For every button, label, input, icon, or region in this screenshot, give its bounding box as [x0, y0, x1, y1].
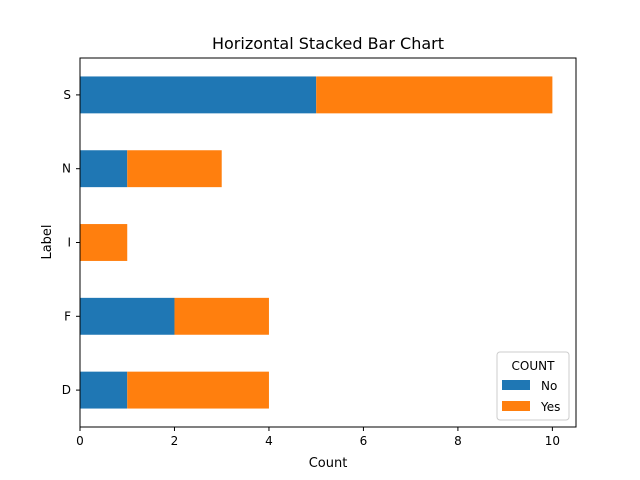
- bars-layer: [80, 76, 553, 409]
- y-tick-label-F: F: [64, 309, 71, 323]
- x-tick-label: 2: [171, 434, 179, 448]
- x-axis-label: Count: [309, 456, 348, 471]
- legend-label-yes: Yes: [540, 400, 560, 414]
- y-tick-label-D: D: [62, 383, 71, 397]
- bar-F-no: [80, 297, 175, 335]
- x-axis-ticks: 0 2 4 6 8 10: [76, 427, 560, 448]
- x-tick-label: 0: [76, 434, 84, 448]
- bar-N-no: [80, 150, 128, 188]
- bar-S-no: [80, 76, 317, 114]
- y-tick-label-N: N: [62, 162, 71, 176]
- x-tick-label: 4: [265, 434, 273, 448]
- legend: COUNT No Yes: [496, 351, 570, 421]
- legend-swatch-no: [502, 380, 530, 390]
- bar-D-no: [80, 371, 128, 409]
- x-tick-label: 8: [454, 434, 462, 448]
- y-tick-label-I: I: [67, 236, 71, 250]
- bar-D-yes: [127, 371, 269, 409]
- bar-S-yes: [316, 76, 553, 114]
- y-tick-label-S: S: [63, 88, 71, 102]
- legend-label-no: No: [541, 379, 557, 393]
- legend-items: No Yes: [502, 379, 560, 414]
- chart-title: Horizontal Stacked Bar Chart: [212, 34, 444, 53]
- bar-I-yes: [80, 224, 128, 261]
- y-axis-label: Label: [40, 224, 55, 259]
- legend-title: COUNT: [512, 359, 556, 373]
- x-tick-label: 6: [360, 434, 368, 448]
- legend-swatch-yes: [502, 401, 530, 411]
- bar-F-yes: [174, 297, 269, 335]
- y-axis-ticks: D F I N S: [62, 88, 80, 397]
- x-tick-label: 10: [545, 434, 560, 448]
- bar-N-yes: [127, 150, 222, 188]
